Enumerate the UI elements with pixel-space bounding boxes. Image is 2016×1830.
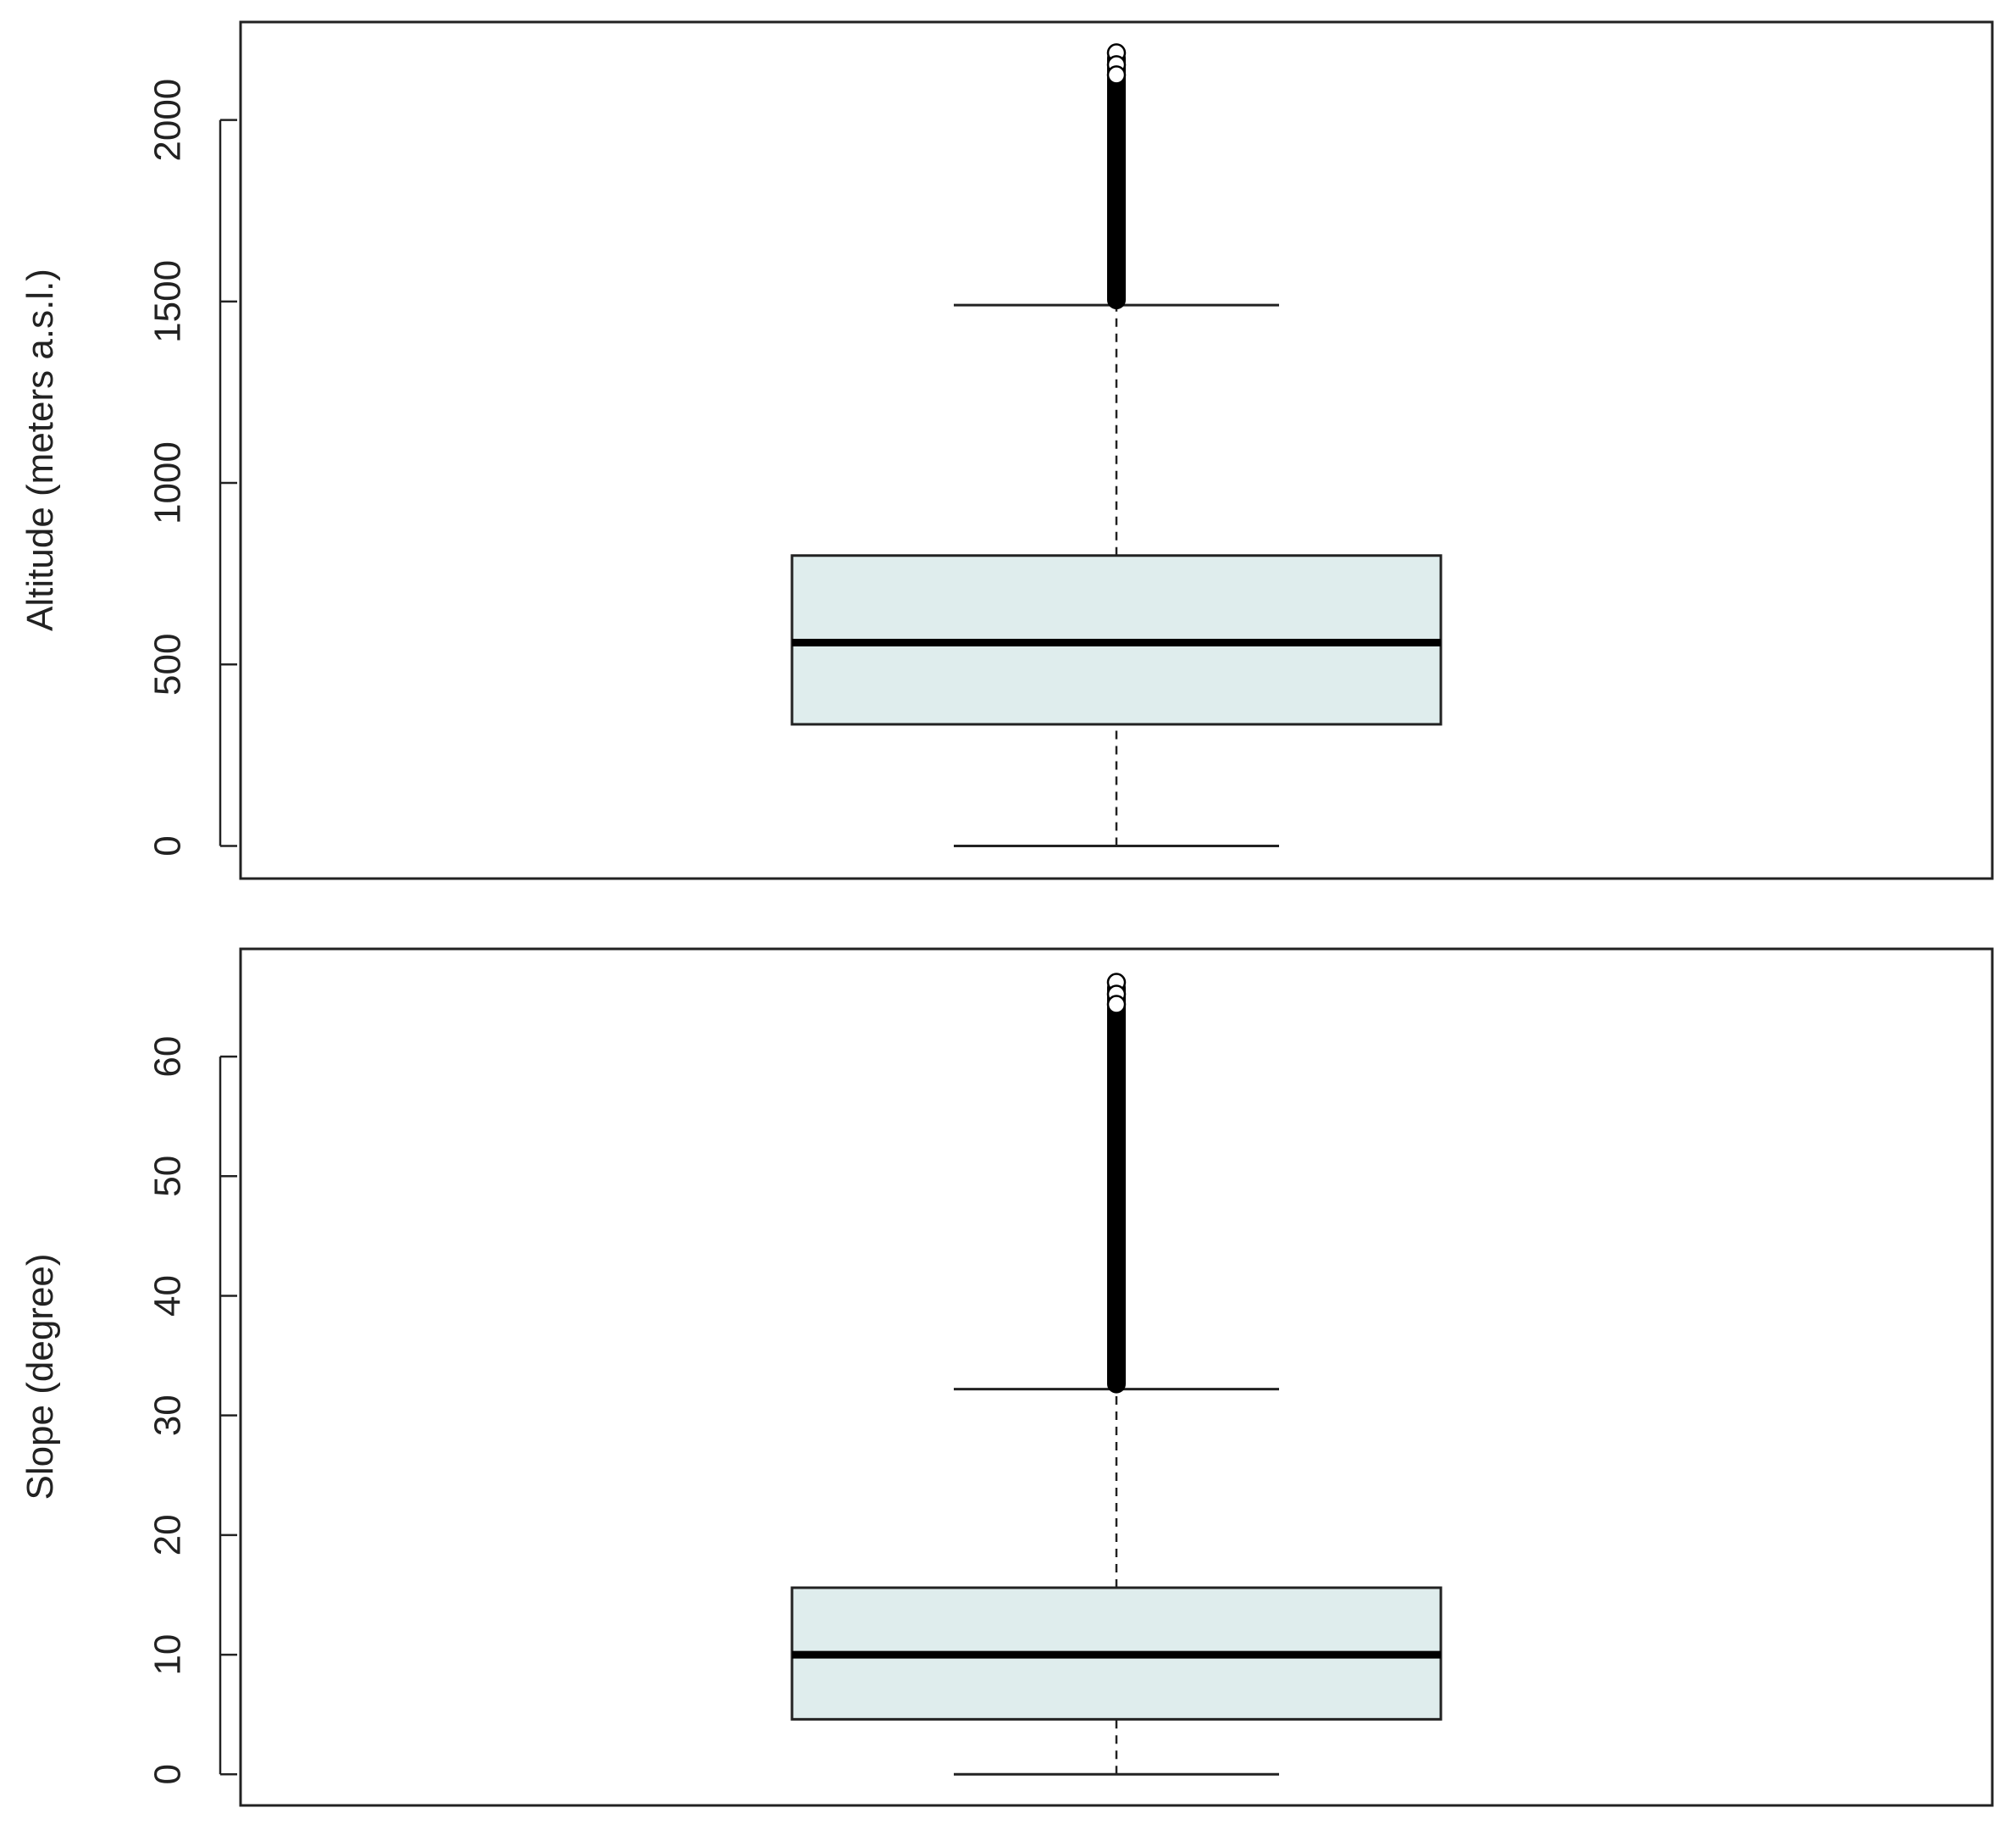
y-axis-label: Altitude (meters a.s.l.)	[19, 269, 61, 631]
box-group	[790, 973, 1443, 1776]
y-tick-label: 60	[147, 1036, 189, 1078]
y-tick-label: 500	[147, 634, 189, 696]
y-tick-label: 1000	[147, 441, 189, 524]
y-tick-label: 30	[147, 1395, 189, 1436]
slope-panel: 0 10 20 30 40 50 60 Slope (degree)	[19, 947, 1994, 1807]
altitude-panel: 0 500 1000 1500 2000 Altitude (meters a.s.l.…	[19, 20, 1994, 880]
y-tick-label: 0	[147, 1764, 189, 1784]
plot-frame	[239, 947, 1994, 1807]
y-axis: 0 500 1000 1500 2000	[147, 79, 237, 857]
y-tick-label: 20	[147, 1514, 189, 1556]
y-tick-label: 50	[147, 1156, 189, 1197]
outlier-point	[1106, 995, 1127, 1014]
outlier-point	[1106, 65, 1127, 85]
y-tick-label: 10	[147, 1634, 189, 1676]
y-tick-label: 1500	[147, 260, 189, 343]
y-tick-label: 40	[147, 1275, 189, 1317]
box-group	[790, 43, 1443, 847]
y-tick-label: 2000	[147, 79, 189, 162]
plot-frame	[239, 20, 1994, 880]
y-axis-label: Slope (degree)	[19, 1253, 61, 1500]
y-axis: 0 10 20 30 40 50 60	[147, 1036, 237, 1785]
y-tick-label: 0	[147, 835, 189, 856]
